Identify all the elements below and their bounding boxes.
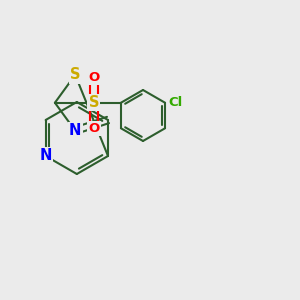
Text: O: O: [88, 71, 100, 84]
Text: N: N: [69, 123, 81, 138]
Text: N: N: [40, 148, 52, 164]
Text: S: S: [70, 67, 80, 82]
Text: O: O: [88, 122, 100, 135]
Text: S: S: [89, 95, 99, 110]
Text: Cl: Cl: [169, 96, 183, 109]
